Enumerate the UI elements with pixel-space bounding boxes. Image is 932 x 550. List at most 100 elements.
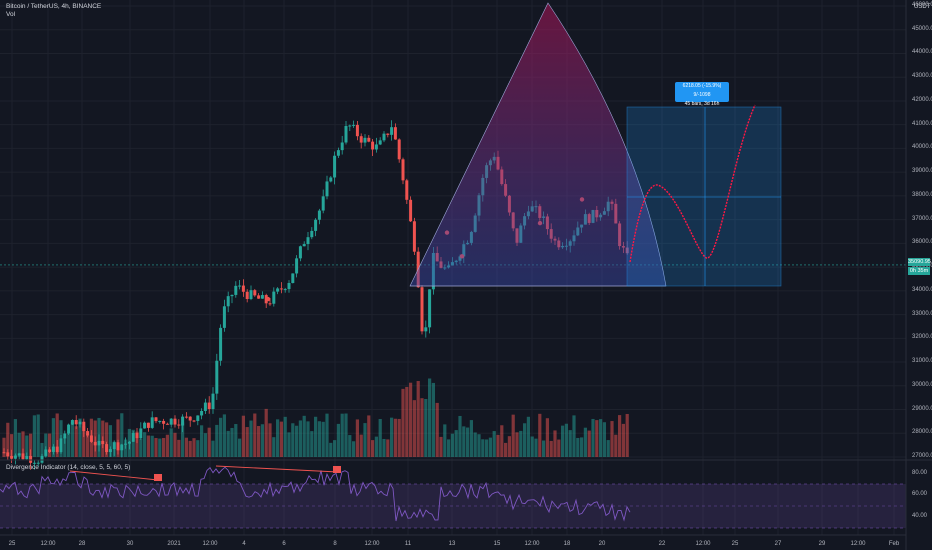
candle-body bbox=[222, 306, 226, 328]
candle-body bbox=[279, 288, 283, 290]
volume-bar bbox=[6, 422, 10, 457]
volume-bar bbox=[36, 414, 40, 457]
time-tick-label: 12:00 bbox=[202, 541, 218, 547]
volume-bar bbox=[443, 424, 447, 457]
candle-body bbox=[112, 442, 116, 450]
candle-body bbox=[181, 416, 185, 426]
volume-bar bbox=[21, 431, 25, 457]
time-tick-label: 4 bbox=[242, 541, 246, 547]
volume-bar bbox=[572, 415, 576, 457]
candle-body bbox=[424, 327, 428, 332]
volume-bar bbox=[587, 430, 591, 457]
candle-body bbox=[184, 416, 188, 418]
price-tick-label: 42000.00 bbox=[912, 96, 932, 103]
volume-bar bbox=[447, 439, 451, 457]
candle-body bbox=[355, 124, 359, 137]
volume-bar bbox=[325, 413, 329, 457]
volume-bar bbox=[409, 382, 413, 457]
candle-body bbox=[378, 140, 382, 145]
candle-body bbox=[310, 230, 314, 238]
volume-bar bbox=[606, 440, 610, 457]
candle-body bbox=[188, 416, 192, 421]
volume-bar bbox=[302, 415, 306, 457]
volume-bar bbox=[359, 434, 363, 457]
volume-bar bbox=[625, 413, 629, 457]
candle-body bbox=[6, 452, 10, 457]
time-tick-label: 15 bbox=[493, 541, 501, 547]
time-tick-label: 2021 bbox=[167, 541, 181, 547]
candle-body bbox=[169, 418, 173, 425]
volume-bar bbox=[614, 434, 618, 457]
volume-bar bbox=[226, 430, 230, 457]
price-tick-label: 36000.00 bbox=[912, 239, 932, 246]
volume-bar bbox=[291, 423, 295, 457]
volume-bar bbox=[390, 417, 394, 457]
volume-bar bbox=[523, 423, 527, 457]
candle-body bbox=[55, 446, 59, 453]
volume-bar bbox=[10, 434, 14, 457]
volume-bar bbox=[348, 435, 352, 457]
divergence-line bbox=[69, 470, 159, 481]
symbol-title: Bitcoin / TetherUS, 4h, BINANCE bbox=[6, 3, 102, 10]
time-tick-label: 12:00 bbox=[364, 541, 380, 547]
volume-bar bbox=[500, 425, 504, 457]
candle-body bbox=[154, 417, 158, 422]
volume-bar bbox=[507, 436, 511, 457]
candle-body bbox=[382, 133, 386, 141]
time-tick-label: 11 bbox=[404, 541, 412, 547]
price-tick-label: 40000.00 bbox=[912, 144, 932, 151]
candle-body bbox=[36, 462, 40, 464]
volume-bar bbox=[279, 421, 283, 457]
price-tick-label: 34000.00 bbox=[912, 286, 932, 293]
volume-bar bbox=[374, 436, 378, 457]
candle-body bbox=[249, 290, 253, 300]
candle-body bbox=[158, 420, 162, 422]
volume-bar bbox=[485, 439, 489, 457]
candle-body bbox=[257, 295, 261, 299]
candle-body bbox=[51, 446, 55, 452]
volume-bar bbox=[70, 421, 74, 457]
volume-bar bbox=[146, 435, 150, 457]
volume-bar bbox=[116, 419, 120, 457]
volume-bar bbox=[51, 418, 55, 457]
volume-bar bbox=[135, 431, 139, 457]
measure-change: 6218.05 (-15.9%) 9/-1098 bbox=[682, 83, 722, 98]
volume-bar bbox=[219, 417, 223, 457]
candle-body bbox=[302, 244, 306, 247]
volume-bar bbox=[25, 435, 29, 457]
candle-body bbox=[390, 127, 394, 135]
candle-body bbox=[196, 415, 200, 421]
volume-bar bbox=[477, 434, 481, 457]
volume-bar bbox=[238, 438, 242, 457]
candle-body bbox=[386, 133, 390, 135]
measure-box bbox=[626, 106, 782, 287]
candle-body bbox=[352, 124, 356, 126]
volume-bar bbox=[150, 435, 154, 457]
volume-bar bbox=[82, 426, 86, 457]
volume-bar bbox=[177, 439, 181, 457]
candle-body bbox=[2, 452, 6, 454]
candle-body bbox=[241, 285, 245, 292]
volume-bar bbox=[602, 422, 606, 457]
volume-bar bbox=[283, 416, 287, 457]
volume-bar bbox=[63, 436, 67, 457]
volume-bar bbox=[287, 432, 291, 457]
candle-body bbox=[276, 288, 280, 292]
price-tick-label: 45000.00 bbox=[912, 25, 932, 32]
time-tick-label: 25 bbox=[8, 541, 16, 547]
volume-bar bbox=[557, 439, 561, 457]
volume-bar bbox=[17, 432, 21, 457]
candle-body bbox=[101, 440, 105, 445]
volume-bar bbox=[298, 420, 302, 457]
volume-bar bbox=[504, 442, 508, 457]
candle-body bbox=[108, 449, 112, 453]
volume-bar bbox=[260, 424, 264, 457]
candle-body bbox=[298, 246, 302, 259]
price-tick-label: 28000.00 bbox=[912, 429, 932, 436]
candle-body bbox=[363, 137, 367, 143]
volume-bar bbox=[549, 440, 553, 457]
volume-bar bbox=[321, 421, 325, 457]
volume-bar bbox=[264, 408, 268, 457]
volume-bar bbox=[295, 425, 299, 457]
